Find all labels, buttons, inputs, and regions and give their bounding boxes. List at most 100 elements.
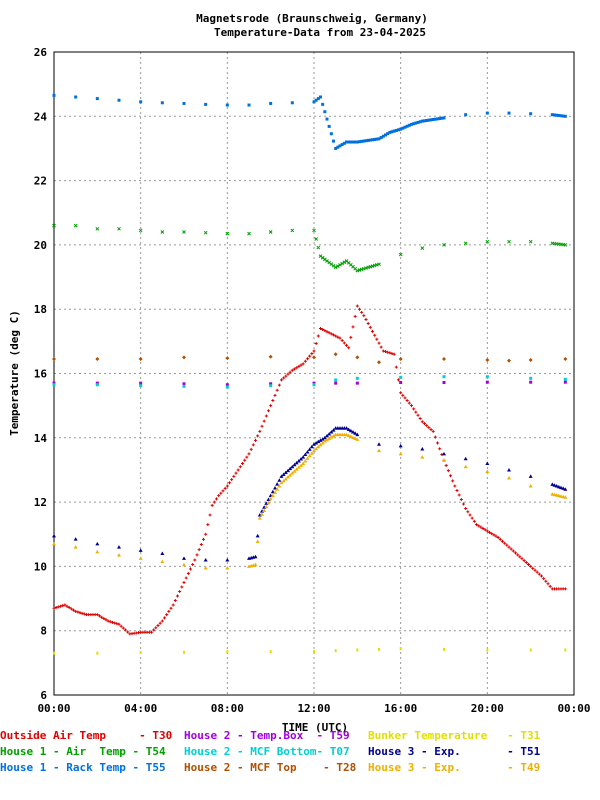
data-point <box>550 482 555 486</box>
legend-entry: House 1 - Air Temp - T54 <box>0 745 166 758</box>
data-point <box>182 355 186 360</box>
data-point <box>442 357 446 362</box>
data-point <box>346 427 351 431</box>
data-point <box>257 516 262 520</box>
data-point <box>139 384 143 388</box>
data-point <box>182 384 186 388</box>
data-point <box>355 437 360 441</box>
data-point <box>355 376 359 380</box>
data-point <box>459 498 463 502</box>
data-point <box>178 589 182 593</box>
data-point <box>268 354 273 359</box>
data-point <box>255 533 260 538</box>
data-point <box>113 621 117 625</box>
legend-entry: House 1 - Rack Temp - T55 <box>0 761 166 774</box>
x-tick-label: 16:00 <box>384 702 417 715</box>
data-point <box>260 424 264 428</box>
data-point <box>173 598 177 602</box>
data-point <box>355 432 360 437</box>
data-point <box>305 456 310 460</box>
data-point <box>553 113 556 117</box>
y-tick-label: 14 <box>34 432 48 445</box>
data-point <box>100 615 104 619</box>
data-point <box>364 139 368 143</box>
data-point <box>138 357 143 362</box>
data-point <box>360 139 364 143</box>
data-point <box>288 466 293 471</box>
data-point <box>544 579 548 583</box>
data-point <box>255 539 260 543</box>
data-point <box>379 136 383 140</box>
data-point <box>398 451 403 456</box>
data-point <box>52 533 56 538</box>
data-point <box>555 113 559 117</box>
data-point <box>433 435 437 439</box>
data-point <box>117 98 121 102</box>
data-point <box>280 378 283 382</box>
data-point <box>307 447 312 451</box>
data-point <box>394 128 398 132</box>
data-point <box>355 140 359 144</box>
data-point <box>160 551 165 556</box>
data-point <box>96 651 99 655</box>
data-point <box>182 580 186 584</box>
data-point <box>95 357 100 362</box>
data-point <box>73 537 78 541</box>
data-point <box>217 494 221 498</box>
data-point <box>355 355 360 360</box>
data-point <box>425 118 429 122</box>
series-t54 <box>52 223 568 273</box>
data-point <box>95 381 99 385</box>
series-t30 <box>52 304 567 636</box>
data-point <box>463 456 468 461</box>
data-point <box>189 567 192 571</box>
data-point <box>488 530 491 534</box>
data-point <box>340 261 345 266</box>
data-point <box>275 487 280 491</box>
data-point <box>377 262 381 267</box>
data-point <box>379 345 383 349</box>
data-point <box>191 562 195 566</box>
data-point <box>429 427 433 431</box>
data-point <box>52 93 56 97</box>
data-point <box>308 354 312 358</box>
data-point <box>398 443 403 448</box>
data-point <box>203 230 208 235</box>
series-t49 <box>52 432 568 570</box>
data-point <box>167 609 171 613</box>
data-point <box>126 630 130 634</box>
data-point <box>312 448 316 453</box>
data-point <box>319 326 322 330</box>
legend-row: House 1 - Air Temp - T54 House 2 - MCF Bo… <box>0 744 546 760</box>
data-point <box>282 376 286 380</box>
data-point <box>52 383 56 387</box>
data-point <box>366 138 370 142</box>
data-point <box>154 626 158 630</box>
data-point <box>74 95 78 99</box>
data-point <box>410 122 413 126</box>
data-point <box>266 500 271 505</box>
data-point <box>195 553 199 557</box>
data-point <box>462 502 465 506</box>
data-point <box>316 97 320 101</box>
data-point <box>377 137 381 141</box>
data-point <box>204 102 208 106</box>
data-point <box>303 458 308 463</box>
data-point <box>397 378 400 382</box>
data-point <box>322 439 327 443</box>
data-point <box>342 341 346 345</box>
data-point <box>348 434 353 439</box>
data-point <box>429 118 433 122</box>
data-point <box>398 252 403 257</box>
data-point <box>228 481 231 485</box>
data-point <box>522 559 526 563</box>
data-point <box>353 140 357 144</box>
data-point <box>531 566 535 570</box>
data-point <box>226 650 229 654</box>
data-point <box>281 472 286 476</box>
data-point <box>524 561 528 565</box>
data-point <box>310 352 314 356</box>
data-point <box>299 463 303 467</box>
data-point <box>202 537 205 541</box>
data-point <box>156 624 160 628</box>
